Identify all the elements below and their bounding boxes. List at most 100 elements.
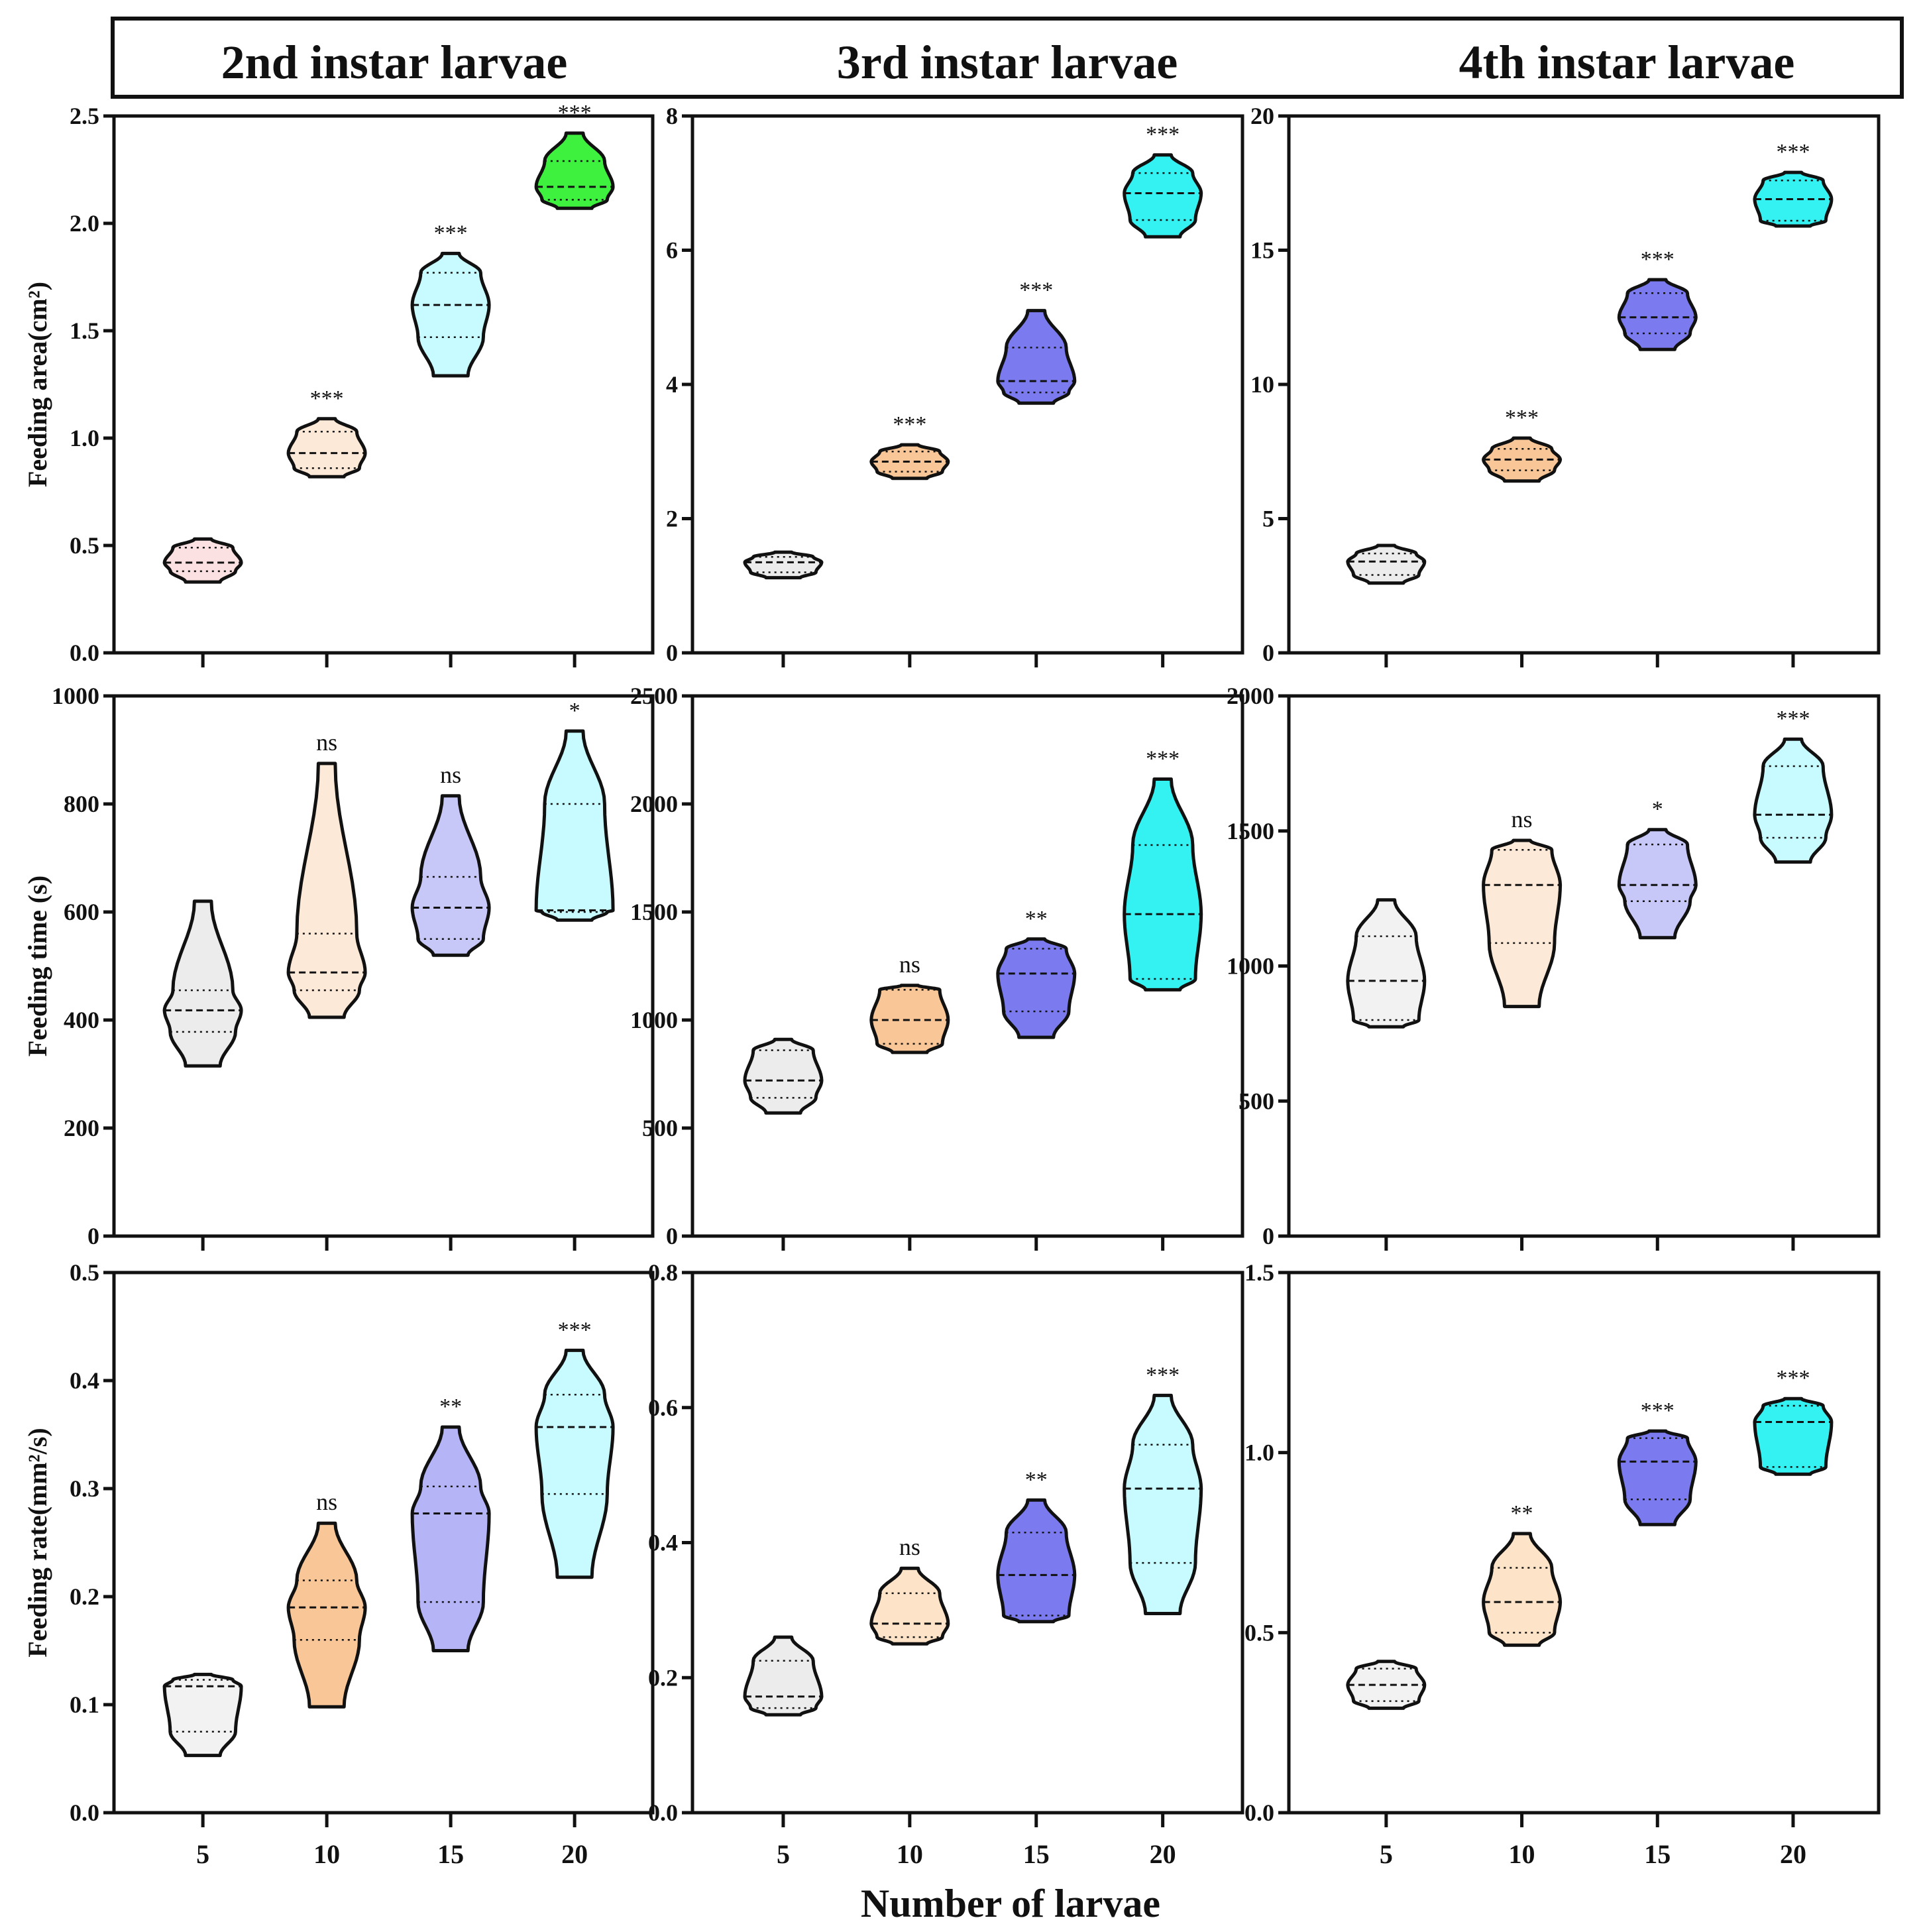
y-tick-label: 0.1 — [70, 1691, 99, 1718]
y-tick-label: 0 — [87, 1223, 99, 1249]
plot-frame — [690, 694, 1244, 1238]
plot-frame — [112, 694, 655, 1238]
y-tick-label: 0.6 — [648, 1394, 678, 1421]
y-tick-label: 0.5 — [70, 1259, 99, 1286]
significance-label: ns — [440, 762, 461, 788]
header-box — [111, 17, 1904, 99]
y-tick-label: 0.0 — [70, 1799, 99, 1826]
violin-15 — [1617, 278, 1698, 351]
significance-label: ** — [1025, 1467, 1048, 1492]
y-tick-label: 10 — [1250, 371, 1274, 398]
significance-label: *** — [1505, 406, 1539, 430]
y-tick-label: 1.5 — [1244, 1259, 1274, 1286]
y-axis-title: Feeding time (s) — [23, 876, 52, 1056]
y-tick-label: 0.0 — [1244, 1799, 1274, 1826]
violin-15 — [1617, 1429, 1698, 1526]
violin-10 — [1482, 838, 1563, 1009]
violin-5 — [743, 1037, 824, 1115]
x-tick-label: 5 — [777, 1839, 790, 1869]
violin-5 — [162, 537, 243, 584]
y-axis-title: Feeding area(cm²) — [23, 282, 52, 487]
y-tick-label: 0.8 — [648, 1259, 678, 1286]
y-tick-label: 0 — [1262, 1223, 1274, 1249]
panel-rate-4th: 0.0 0.5 1.0 1.5 5 10 ** 15 *** 20 *** — [1244, 1259, 1881, 1869]
x-tick-label: 10 — [313, 1839, 340, 1869]
violin-5 — [743, 550, 824, 580]
col-title-2nd: 2nd instar larvae — [221, 36, 568, 89]
panel-rate-2nd: 0.0 0.1 0.2 0.3 0.4 0.5 Feeding rate(mm²/s) 5 10… — [23, 1259, 655, 1869]
y-tick-label: 2000 — [630, 791, 678, 817]
violin-10 — [869, 1566, 950, 1646]
y-tick-label: 0.5 — [70, 532, 99, 559]
y-tick-label: 4 — [666, 371, 678, 398]
x-tick-label: 20 — [561, 1839, 588, 1869]
significance-label: *** — [1641, 247, 1675, 272]
violin-20 — [534, 1348, 615, 1579]
x-tick-label: 10 — [897, 1839, 923, 1869]
significance-label: *** — [1641, 1398, 1675, 1423]
significance-label: *** — [434, 221, 468, 245]
y-tick-label: 0 — [666, 1223, 678, 1249]
y-tick-label: 200 — [64, 1115, 99, 1141]
y-tick-label: 0 — [666, 640, 678, 666]
panel-area-2nd: 0.0 0.5 1.0 1.5 2.0 2.5 Feeding area(cm²) *** **… — [23, 101, 655, 667]
significance-label: *** — [1776, 1366, 1810, 1391]
violin-10 — [869, 984, 950, 1054]
y-tick-label: 2000 — [1227, 683, 1274, 709]
violin-15 — [996, 1498, 1077, 1624]
violin-10 — [1482, 1532, 1563, 1647]
plot-frame — [1287, 1271, 1881, 1815]
x-tick-label: 15 — [1023, 1839, 1050, 1869]
violin-20 — [1123, 1393, 1203, 1615]
y-axis-title: Feeding rate(mm²/s) — [23, 1428, 52, 1657]
violin-15 — [410, 794, 491, 957]
violin-20 — [1123, 777, 1203, 992]
y-tick-label: 0.2 — [70, 1583, 99, 1610]
violin-15 — [996, 309, 1077, 405]
y-tick-label: 0.0 — [70, 640, 99, 666]
significance-label: *** — [558, 1318, 592, 1342]
significance-label: *** — [1019, 278, 1053, 303]
y-tick-label: 1000 — [630, 1007, 678, 1033]
significance-label: *** — [1146, 747, 1180, 771]
col-title-4th: 4th instar larvae — [1459, 36, 1795, 89]
violin-15 — [1617, 828, 1698, 940]
violin-10 — [286, 417, 367, 479]
violin-5 — [743, 1635, 824, 1717]
y-tick-label: 15 — [1250, 237, 1274, 264]
y-tick-label: 500 — [1239, 1088, 1274, 1114]
y-tick-label: 0.4 — [648, 1530, 678, 1556]
x-tick-label: 15 — [437, 1839, 464, 1869]
violin-10 — [286, 1521, 367, 1709]
significance-label: ** — [1025, 907, 1048, 931]
violin-10 — [286, 762, 367, 1019]
panel-area-3rd: 0 2 4 6 8 *** *** *** — [666, 103, 1244, 667]
x-tick-label: 10 — [1509, 1839, 1535, 1869]
y-tick-label: 1.0 — [1244, 1440, 1274, 1466]
y-tick-label: 2500 — [630, 683, 678, 709]
violin-5 — [162, 1672, 243, 1758]
y-tick-label: 2.5 — [70, 103, 99, 129]
plot-frame — [112, 114, 655, 655]
violin-20 — [534, 131, 615, 210]
y-tick-label: 400 — [64, 1007, 99, 1033]
significance-label: *** — [1776, 707, 1810, 731]
violin-15 — [410, 251, 491, 378]
violin-20 — [1123, 153, 1203, 239]
significance-label: *** — [1146, 1363, 1180, 1387]
y-tick-label: 500 — [642, 1115, 678, 1141]
x-tick-label: 15 — [1644, 1839, 1671, 1869]
violin-20 — [1753, 1396, 1834, 1476]
violin-20 — [1753, 737, 1834, 864]
y-tick-label: 0.4 — [70, 1367, 99, 1394]
y-tick-label: 5 — [1262, 506, 1274, 532]
x-axis-title: Number of larvae — [861, 1882, 1160, 1925]
panel-rate-3rd: 0.0 0.2 0.4 0.6 0.8 5 10 ns 15 ** 20 *** — [648, 1259, 1244, 1869]
x-tick-label: 20 — [1780, 1839, 1806, 1869]
y-tick-label: 2 — [666, 506, 678, 532]
y-tick-label: 1500 — [1227, 818, 1274, 844]
